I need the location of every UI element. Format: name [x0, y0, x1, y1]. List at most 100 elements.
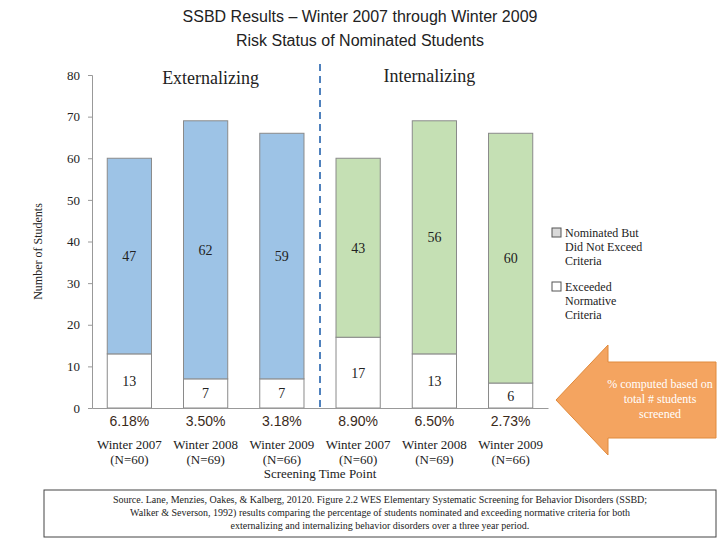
y-tick: 50: [67, 193, 92, 208]
bar-segment: [260, 133, 304, 379]
y-tick-label: 60: [67, 151, 80, 166]
y-tick-label: 10: [67, 359, 80, 374]
y-axis-line: [88, 76, 93, 409]
y-tick: 0: [74, 401, 93, 416]
y-tick-label: 80: [67, 68, 80, 83]
legend-entry-line: Exceeded: [565, 280, 612, 294]
y-tick-mark: [88, 200, 92, 201]
x-tick-label-line: (N=69): [186, 452, 224, 467]
percent-label: 6.50%: [415, 413, 455, 429]
data-label: 6: [507, 389, 514, 404]
x-tick-label-line: Winter 2009: [249, 437, 314, 452]
x-tick-label: Winter 2009(N=66): [478, 437, 543, 466]
y-tick-label: 70: [67, 109, 80, 124]
x-tick-label: Winter 2008(N=69): [173, 437, 238, 466]
y-tick-mark: [88, 117, 92, 118]
percent-label: 6.18%: [110, 413, 150, 429]
legend: Nominated ButDid Not ExceedCriteriaExcee…: [552, 226, 642, 322]
percent-label: 3.50%: [186, 413, 226, 429]
x-tick-label: Winter 2008(N=69): [402, 437, 467, 466]
legend-entry-line: Nominated But: [565, 226, 639, 240]
y-tick-label: 20: [67, 317, 80, 332]
title: SSBD Results – Winter 2007 through Winte…: [183, 8, 538, 25]
data-label: 13: [122, 374, 136, 389]
legend-entry-line: Criteria: [565, 254, 602, 268]
bar-segment: [336, 158, 380, 337]
x-tick-label-line: (N=60): [110, 452, 148, 467]
y-tick: 60: [67, 151, 92, 166]
bar-segment: [107, 158, 151, 354]
group-label: Externalizing: [162, 68, 259, 88]
x-tick-label-line: (N=60): [339, 452, 377, 467]
y-tick-mark: [88, 408, 92, 409]
legend-entry: Nominated ButDid Not ExceedCriteria: [565, 226, 642, 268]
x-tick-label-line: Winter 2008: [402, 437, 467, 452]
y-tick: 20: [67, 317, 92, 332]
chart: SSBD Results – Winter 2007 through Winte…: [0, 0, 720, 540]
y-axis-title: Number of Students: [31, 203, 45, 300]
data-label: 7: [202, 386, 209, 401]
bar-segment: [184, 121, 228, 379]
group-divider: [319, 64, 321, 408]
legend-entry-line: Normative: [565, 294, 616, 308]
bar-segment: [336, 337, 380, 408]
legend-swatch: [552, 228, 561, 237]
x-tick: Winter 2009(N=66): [478, 437, 543, 466]
bar-segment: [184, 379, 228, 408]
y-tick: 10: [67, 359, 92, 374]
data-label: 7: [278, 386, 285, 401]
y-tick-mark: [88, 283, 92, 284]
y-tick-mark: [88, 75, 92, 76]
bar-segment: [489, 383, 533, 408]
group-label: Internalizing: [383, 66, 475, 86]
data-label: 62: [199, 243, 213, 258]
percent-label: 3.18%: [262, 413, 302, 429]
data-label: 17: [351, 366, 365, 381]
callout-text-line: % computed based on: [607, 377, 713, 391]
y-tick-label: 0: [74, 401, 81, 416]
source-text-line: Walker & Severson, 1992) results compari…: [130, 507, 630, 519]
x-axis-title: Screening Time Point: [264, 466, 377, 481]
source-box: [44, 490, 716, 537]
x-tick-label-line: (N=66): [263, 452, 301, 467]
percent-label: 2.73%: [491, 413, 531, 429]
x-tick-label: Winter 2009(N=66): [249, 437, 314, 466]
callout-text-line: total # students: [624, 392, 697, 406]
x-tick-label-line: (N=69): [415, 452, 453, 467]
x-tick: Winter 2008(N=69): [402, 437, 467, 466]
y-tick-mark: [88, 158, 92, 159]
x-tick: Winter 2009(N=66): [249, 437, 314, 466]
y-tick-mark: [88, 366, 92, 367]
legend-entry: ExceededNormativeCriteria: [565, 280, 616, 322]
y-tick-label: 30: [67, 276, 80, 291]
y-tick: 80: [67, 68, 92, 83]
data-label: 43: [351, 241, 365, 256]
legend-entry-line: Criteria: [565, 308, 602, 322]
x-tick: Winter 2008(N=69): [173, 437, 238, 466]
x-tick-label-line: Winter 2009: [478, 437, 543, 452]
callout-text: % computed based ontotal # studentsscree…: [607, 377, 713, 421]
y-tick: 30: [67, 276, 92, 291]
callout-text-line: screened: [639, 407, 681, 421]
x-tick: Winter 2007(N=60): [326, 437, 391, 466]
y-tick-label: 40: [67, 234, 80, 249]
percent-label: 8.90%: [338, 413, 378, 429]
data-label: 13: [427, 374, 441, 389]
source-text-line: externalizing and internalizing behavior…: [231, 520, 530, 531]
callout-arrow: [556, 345, 716, 455]
y-tick: 70: [67, 109, 92, 124]
x-tick-label: Winter 2007(N=60): [97, 437, 162, 466]
x-tick-label-line: (N=66): [491, 452, 529, 467]
x-axis: Winter 2007(N=60)Winter 2008(N=69)Winter…: [93, 409, 549, 467]
legend-entry-line: Did Not Exceed: [565, 240, 642, 254]
y-tick-mark: [88, 325, 92, 326]
x-tick: Winter 2007(N=60): [97, 437, 162, 466]
source-text-line: Source. Lane, Menzies, Oakes, & Kalberg,…: [113, 494, 647, 506]
data-label: 47: [122, 249, 136, 264]
y-tick-mark: [88, 242, 92, 243]
x-tick-label-line: Winter 2008: [173, 437, 238, 452]
y-tick-label: 50: [67, 193, 80, 208]
data-label: 56: [427, 230, 441, 245]
source-text: Source. Lane, Menzies, Oakes, & Kalberg,…: [113, 494, 647, 531]
x-tick-label-line: Winter 2007: [97, 437, 162, 452]
